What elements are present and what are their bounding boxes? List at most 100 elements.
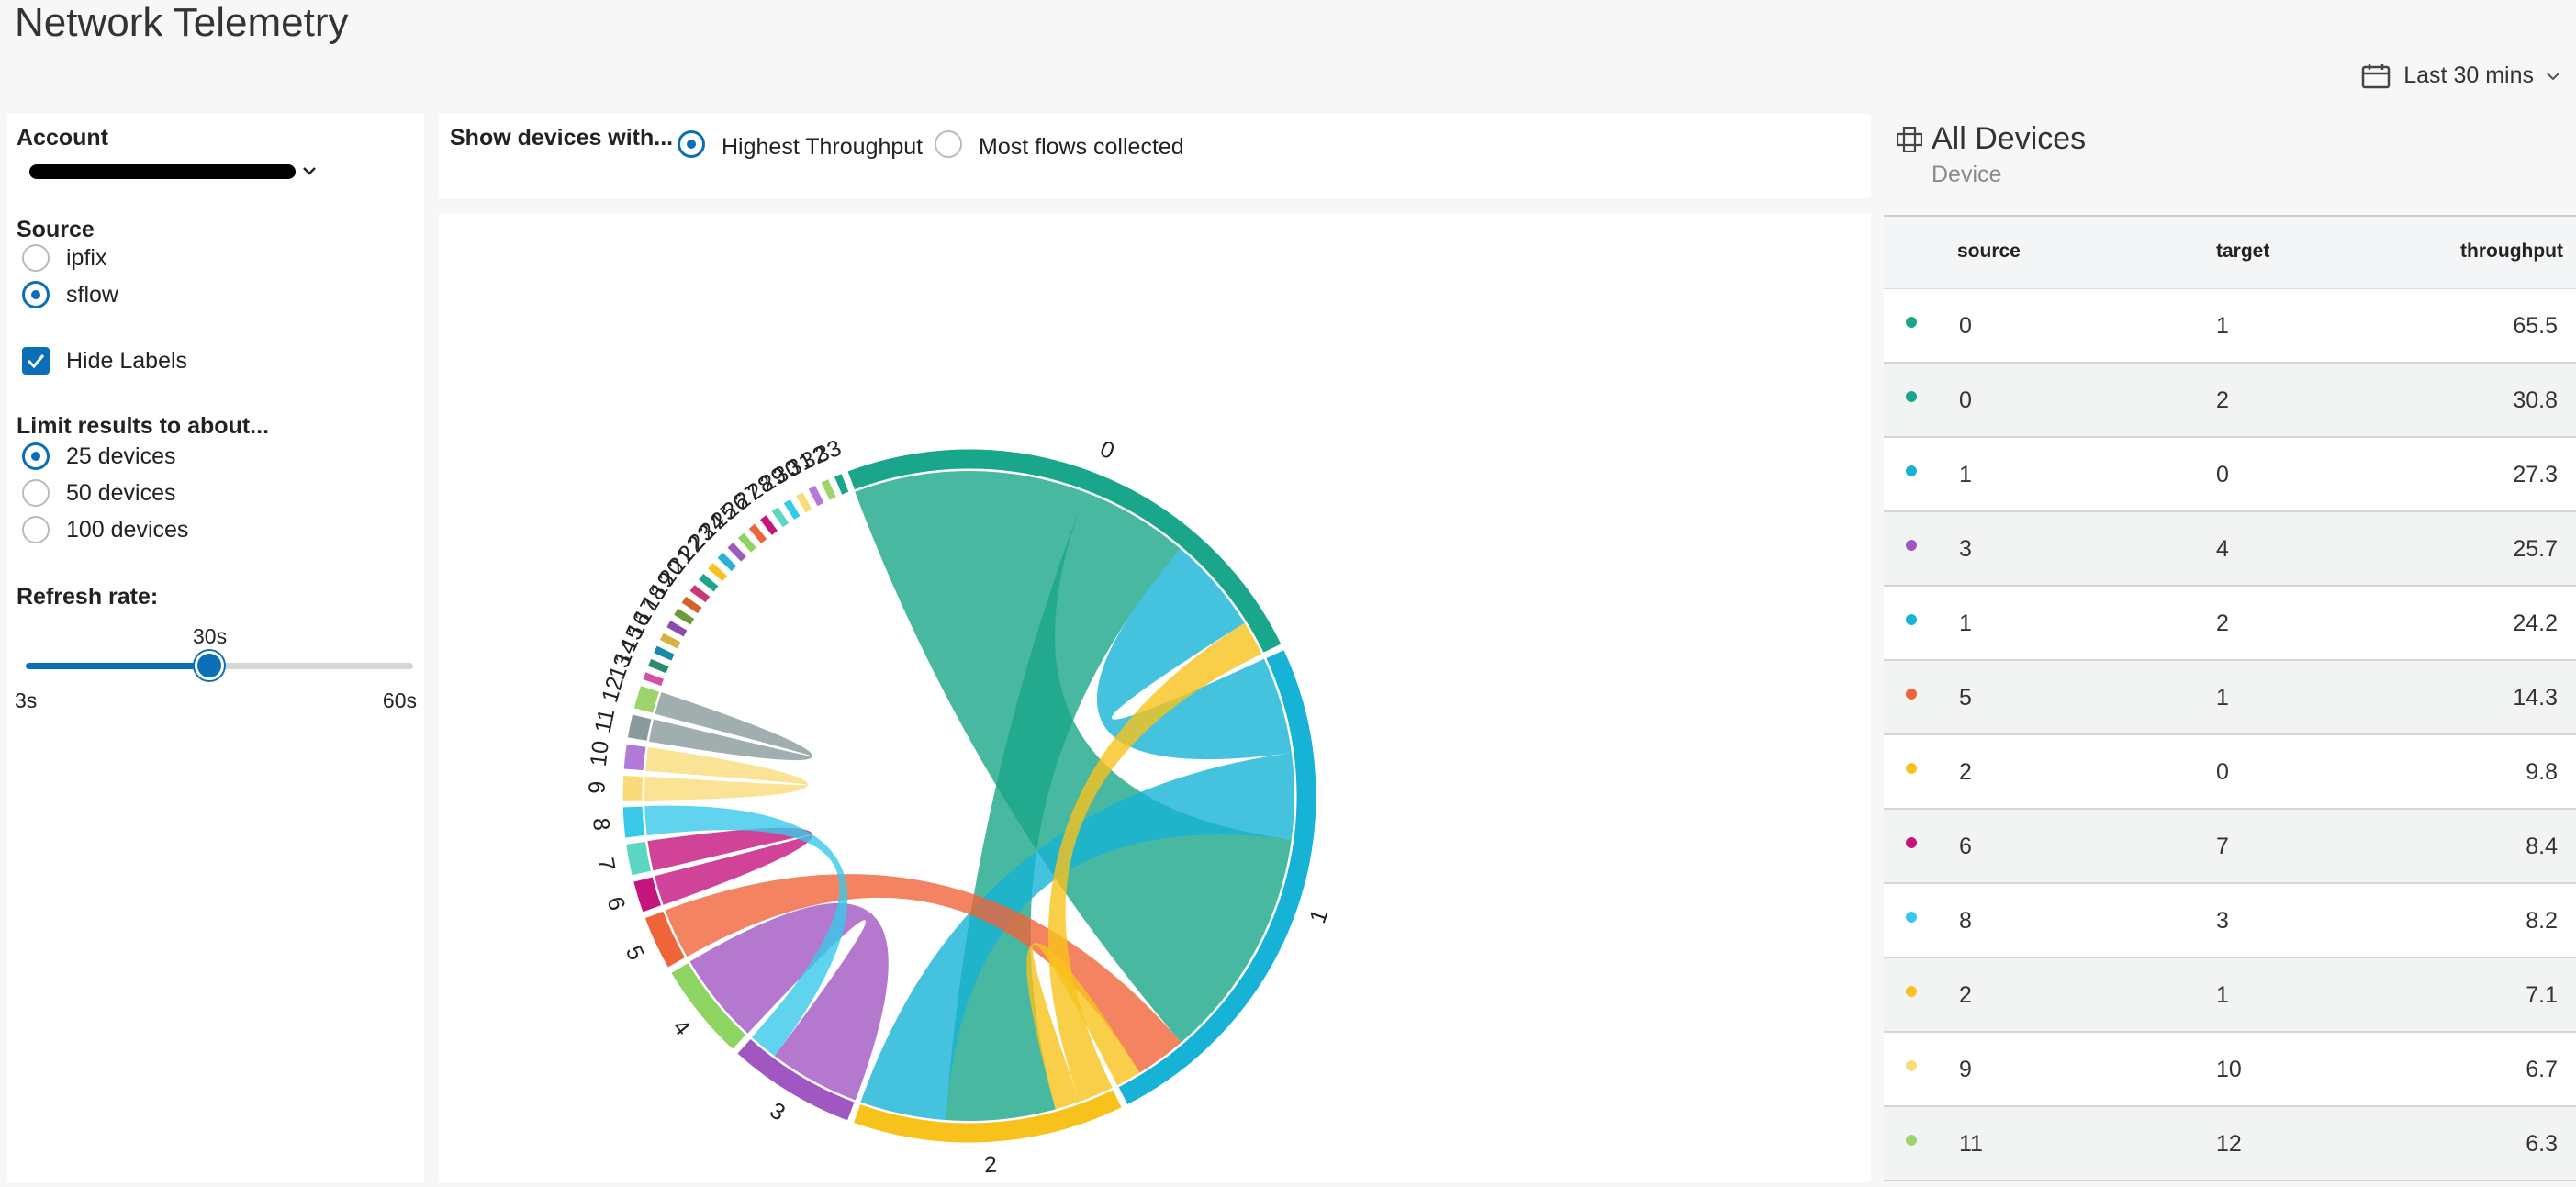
table-row[interactable]: 2 1 7.1 xyxy=(1884,958,2576,1033)
radio-button[interactable] xyxy=(22,479,50,507)
source-option-ipfix[interactable]: ipfix xyxy=(22,244,106,272)
source-option-label: ipfix xyxy=(66,244,107,271)
chord-group-arc[interactable] xyxy=(652,644,676,663)
chord-group-arc[interactable] xyxy=(736,1037,856,1122)
cell-target: 1 xyxy=(2216,685,2229,711)
source-option-sflow[interactable]: sflow xyxy=(22,281,118,308)
chord-ribbon[interactable] xyxy=(1096,548,1292,760)
chord-group-arc[interactable] xyxy=(747,522,768,545)
table-row[interactable]: 2 0 9.8 xyxy=(1884,735,2576,810)
chord-group-arc[interactable] xyxy=(758,513,779,537)
chord-ribbon[interactable] xyxy=(855,471,1292,1043)
time-range-picker[interactable]: Last 30 mins xyxy=(2361,62,2559,89)
chord-group-arc[interactable] xyxy=(770,505,790,529)
checkbox-checked[interactable] xyxy=(22,347,50,375)
chevron-down-icon xyxy=(2547,72,2559,81)
devices-table-panel: All Devices Device source target through… xyxy=(1884,114,2576,1182)
chord-ribbon[interactable] xyxy=(1047,622,1262,1102)
grid-icon xyxy=(1896,126,1923,157)
radio-button[interactable] xyxy=(22,244,50,272)
chord-node-label: 1 xyxy=(1305,906,1333,926)
option-most-flows[interactable]: Most flows collected xyxy=(935,127,1184,161)
cell-throughput: 6.3 xyxy=(2526,1131,2558,1157)
radio-button-selected[interactable] xyxy=(678,129,705,158)
chord-ribbon[interactable] xyxy=(946,492,1182,1121)
table-row[interactable]: 1 2 24.2 xyxy=(1884,587,2576,661)
chevron-down-icon xyxy=(303,163,316,180)
chord-group-arc[interactable] xyxy=(1117,648,1317,1106)
chord-group-arc[interactable] xyxy=(794,490,813,514)
radio-button[interactable] xyxy=(935,129,962,158)
series-dot xyxy=(1906,986,1917,997)
refresh-slider-thumb[interactable] xyxy=(195,651,225,680)
table-row[interactable]: 5 1 14.3 xyxy=(1884,661,2576,735)
chord-group-arc[interactable] xyxy=(633,876,663,913)
chord-ribbon[interactable] xyxy=(689,902,889,1101)
page-title: Network Telemetry xyxy=(15,0,349,45)
chord-group-arc[interactable] xyxy=(672,607,696,627)
chord-group-arc[interactable] xyxy=(626,713,653,742)
chord-group-arc[interactable] xyxy=(658,632,682,650)
chord-node-label: 7 xyxy=(592,856,620,873)
hide-labels-checkbox[interactable]: Hide Labels xyxy=(22,347,187,375)
chord-group-arc[interactable] xyxy=(689,583,711,604)
table-row[interactable]: 8 3 8.2 xyxy=(1884,884,2576,958)
chord-ribbon[interactable] xyxy=(647,827,813,905)
option-highest-throughput[interactable]: Highest Throughput xyxy=(678,127,923,161)
chord-group-arc[interactable] xyxy=(716,551,738,573)
chord-group-arc[interactable] xyxy=(680,595,703,615)
chord-ribbon[interactable] xyxy=(644,746,809,801)
series-dot xyxy=(1906,1135,1917,1146)
chord-ribbon[interactable] xyxy=(1026,943,1140,1110)
chord-group-arc[interactable] xyxy=(782,498,801,521)
cell-source: 8 xyxy=(1959,908,1972,934)
chord-group-arc[interactable] xyxy=(697,572,720,593)
chord-group-arc[interactable] xyxy=(807,484,825,508)
chord-group-arc[interactable] xyxy=(622,774,644,801)
devices-table: source target throughput 0 1 65.5 0 2 30.8 1 0 2… xyxy=(1884,215,2576,1181)
chord-group-arc[interactable] xyxy=(726,541,748,564)
cell-target: 10 xyxy=(2216,1057,2242,1082)
limit-option-50[interactable]: 50 devices xyxy=(22,479,176,507)
column-header-throughput[interactable]: throughput xyxy=(2460,241,2563,262)
radio-button-selected[interactable] xyxy=(22,281,50,308)
chord-group-arc[interactable] xyxy=(852,1089,1123,1144)
table-row[interactable]: 9 10 6.7 xyxy=(1884,1033,2576,1107)
chord-group-arc[interactable] xyxy=(622,805,646,839)
chord-group-arc[interactable] xyxy=(633,684,661,714)
table-row[interactable]: 11 12 6.3 xyxy=(1884,1107,2576,1181)
limit-option-100[interactable]: 100 devices xyxy=(22,516,188,543)
column-header-source[interactable]: source xyxy=(1957,241,2021,262)
column-header-target[interactable]: target xyxy=(2216,241,2270,262)
chord-ribbon[interactable] xyxy=(648,692,812,761)
chord-group-arc[interactable] xyxy=(642,671,666,688)
chord-group-arc[interactable] xyxy=(622,743,647,772)
chord-group-arc[interactable] xyxy=(706,561,729,583)
chord-chart-panel: 0 1 2 3 4 5 6 7 8 9 10 11 12 13 14 15 16 17 18 19 20 21 22 23 24… xyxy=(439,213,1871,1182)
chord-group-arc[interactable] xyxy=(670,961,747,1051)
cell-throughput: 27.3 xyxy=(2513,462,2558,487)
chord-node-label: 6 xyxy=(601,894,630,913)
table-row[interactable]: 6 7 8.4 xyxy=(1884,810,2576,884)
chord-group-arc[interactable] xyxy=(646,657,670,675)
chord-group-arc[interactable] xyxy=(736,532,758,554)
radio-button-selected[interactable] xyxy=(22,442,50,470)
table-row[interactable]: 1 0 27.3 xyxy=(1884,438,2576,512)
chord-ribbon[interactable] xyxy=(644,805,848,1057)
cell-source: 9 xyxy=(1959,1057,1972,1082)
chord-group-arc[interactable] xyxy=(625,840,653,877)
radio-button[interactable] xyxy=(22,516,50,543)
chord-group-arc[interactable] xyxy=(846,448,1282,655)
chord-ribbon[interactable] xyxy=(665,874,1182,1073)
chord-group-arc[interactable] xyxy=(644,910,687,969)
account-select[interactable] xyxy=(29,163,316,180)
limit-option-25[interactable]: 25 devices xyxy=(22,442,176,470)
table-row[interactable]: 0 1 65.5 xyxy=(1884,289,2576,364)
table-body: 0 1 65.5 0 2 30.8 1 0 27.3 3 4 25.7 1 2 24.2 5 1 14.3 2 0 9.… xyxy=(1884,289,2576,1181)
refresh-slider-value: 30s xyxy=(193,624,228,648)
chord-group-arc[interactable] xyxy=(820,477,838,501)
table-row[interactable]: 0 2 30.8 xyxy=(1884,364,2576,438)
chord-group-arc[interactable] xyxy=(833,472,850,496)
chord-group-arc[interactable] xyxy=(665,619,689,638)
table-row[interactable]: 3 4 25.7 xyxy=(1884,512,2576,587)
